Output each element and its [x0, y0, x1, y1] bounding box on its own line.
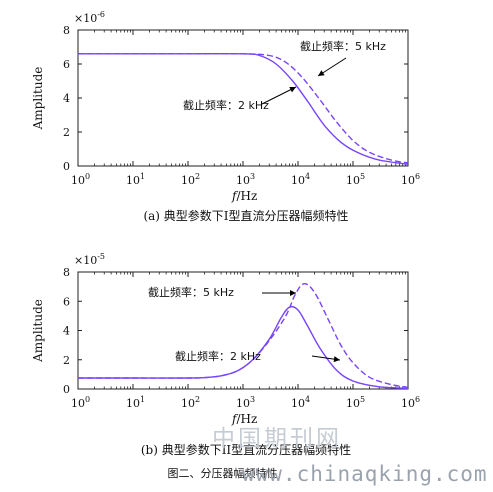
- x-tick-label: 103: [236, 395, 255, 410]
- x-tick-label: 103: [236, 172, 255, 187]
- annotation-arrowhead: [333, 356, 340, 363]
- x-tick-exp: 6: [415, 395, 420, 404]
- annotation-arrowhead: [289, 87, 296, 93]
- x-tick-label: 105: [346, 172, 365, 187]
- series-line-dashed: [78, 52, 409, 164]
- x-tick-label: 101: [126, 172, 145, 187]
- x-tick-exp: 0: [85, 395, 90, 404]
- y-tick-label: 4: [63, 325, 70, 338]
- annotation-label: 截止频率：5 kHz: [300, 39, 386, 53]
- figure-caption: 图二、分压器幅频特性: [0, 465, 493, 481]
- x-axis-unit: /Hz: [236, 412, 257, 426]
- annotation-arrowhead: [290, 290, 296, 296]
- x-tick-exp: 3: [250, 172, 255, 181]
- watermark-url: www.chinaqking.com: [242, 462, 488, 486]
- y-multiplier-label: ×10-5: [74, 252, 105, 267]
- subplot-caption: (a) 典型参数下I型直流分压器幅频特性: [143, 208, 348, 223]
- y-tick-label: 0: [63, 383, 70, 396]
- y-tick-label: 6: [63, 295, 70, 308]
- x-tick-exp: 6: [415, 172, 420, 181]
- x-tick-label: 105: [346, 395, 365, 410]
- y-tick-label: 8: [63, 266, 70, 279]
- x-tick-exp: 0: [85, 172, 90, 181]
- series-line-dashed: [77, 283, 409, 388]
- x-axis-unit: /Hz: [236, 189, 257, 203]
- x-tick-label: 104: [291, 172, 310, 187]
- x-tick-label: 106: [401, 395, 420, 410]
- series-line-solid: [77, 305, 409, 390]
- y-multiplier-label: ×10-6: [74, 10, 105, 25]
- x-tick-label: 104: [291, 395, 310, 410]
- plot-frame: [77, 271, 409, 390]
- annotation-label: 截止频率：2 kHz: [183, 98, 269, 112]
- x-axis-label: f/Hz: [231, 189, 257, 203]
- x-axis-label: f/Hz: [231, 412, 257, 426]
- x-tick-exp: 4: [305, 395, 310, 404]
- x-tick-label: 102: [181, 172, 200, 187]
- y-tick-label: 2: [63, 126, 70, 139]
- x-tick-label: 100: [71, 395, 90, 410]
- subplot-caption: (b) 典型参数下II型直流分压器幅频特性: [141, 442, 351, 457]
- x-tick-exp: 5: [360, 172, 365, 181]
- x-tick-label: 102: [181, 395, 200, 410]
- y-multiplier-exp: -5: [97, 252, 105, 261]
- figure-caption-text: 图二、分压器幅频特性: [167, 467, 278, 480]
- y-tick-label: 2: [63, 354, 70, 367]
- x-tick-label: 101: [126, 395, 145, 410]
- x-tick-exp: 1: [140, 172, 145, 181]
- y-tick-label: 6: [63, 58, 70, 71]
- annotation-label: 截止频率：5 kHz: [148, 285, 234, 299]
- y-axis-label: Amplitude: [31, 67, 45, 131]
- annotation-label: 截止频率：2 kHz: [175, 349, 261, 363]
- y-tick-label: 0: [63, 160, 70, 173]
- x-tick-label: 100: [71, 172, 90, 187]
- x-tick-exp: 2: [195, 395, 200, 404]
- x-tick-exp: 5: [360, 395, 365, 404]
- watermark-cn: 中国期刊网: [212, 426, 342, 452]
- y-tick-label: 8: [63, 24, 70, 37]
- x-tick-exp: 3: [250, 395, 255, 404]
- x-tick-exp: 1: [140, 395, 145, 404]
- annotation-arrowhead: [318, 70, 325, 76]
- x-tick-exp: 4: [305, 172, 310, 181]
- x-tick-exp: 2: [195, 172, 200, 181]
- annotation-arrow: [261, 86, 297, 105]
- x-tick-label: 106: [401, 172, 420, 187]
- y-axis-label: Amplitude: [31, 299, 45, 363]
- y-multiplier-exp: -6: [97, 10, 105, 19]
- y-tick-label: 4: [63, 92, 70, 105]
